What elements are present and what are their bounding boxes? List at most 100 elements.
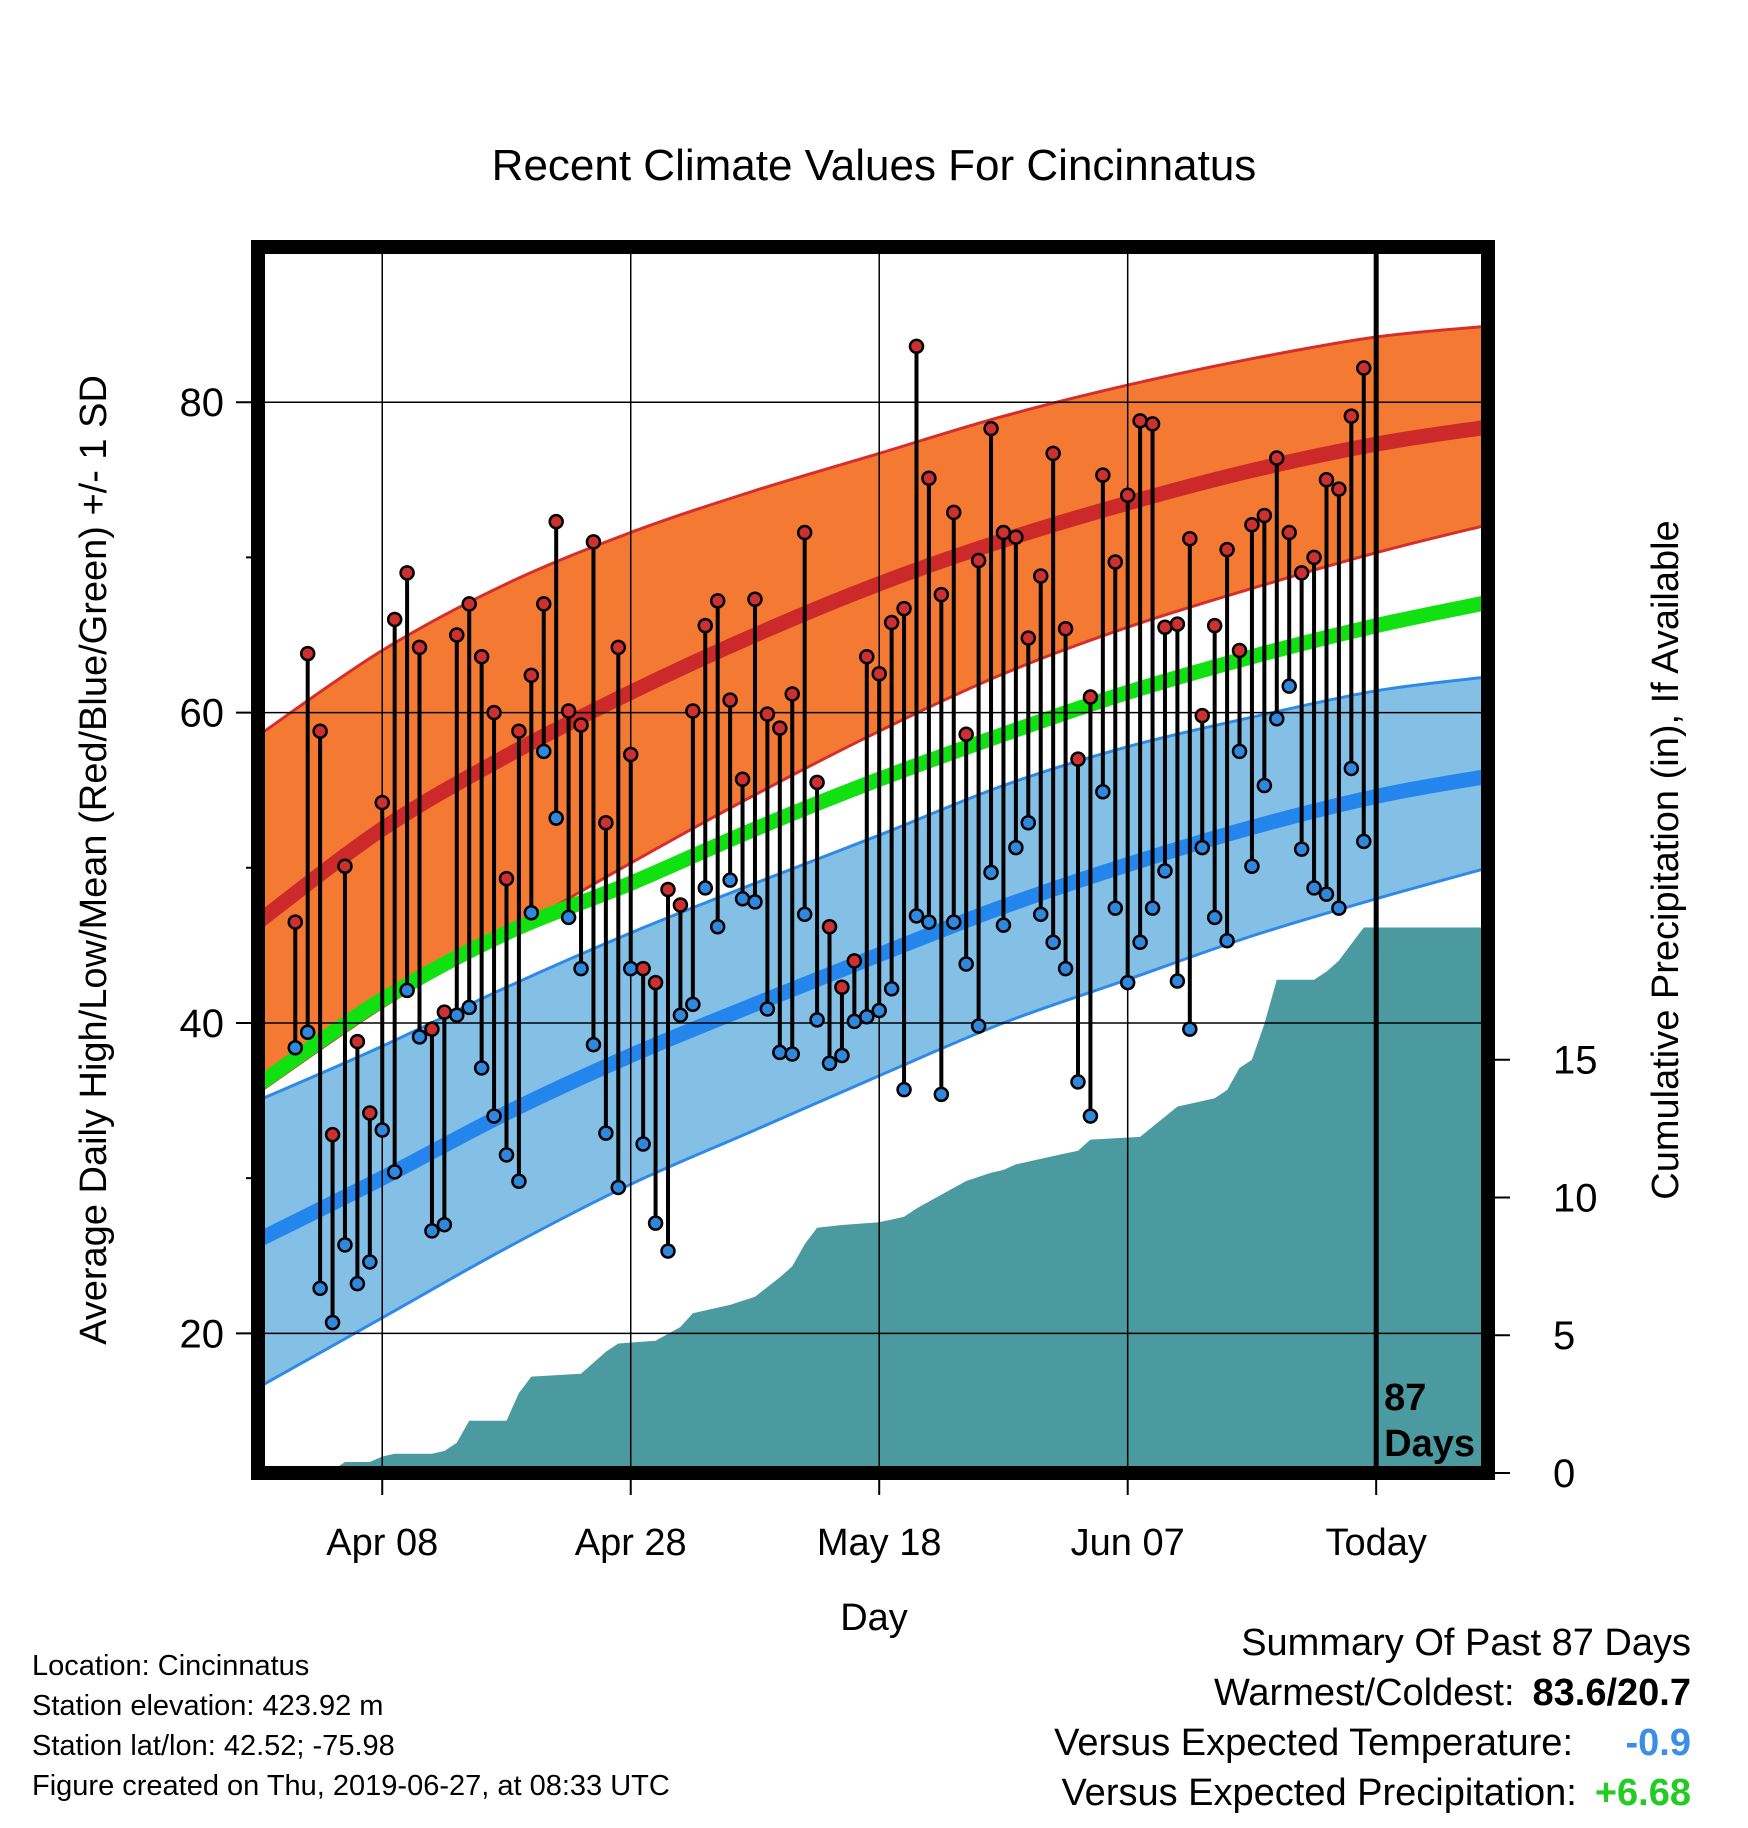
daily-high-point bbox=[635, 960, 651, 977]
daily-low-point bbox=[1306, 880, 1322, 896]
x-tick-label: Jun 07 bbox=[1071, 1522, 1185, 1564]
daily-low-point bbox=[610, 1179, 627, 1196]
daily-low-point bbox=[1095, 783, 1111, 800]
daily-low-point bbox=[946, 914, 962, 930]
y-axis-label: Average Daily High/Low/Mean (Red/Blue/Gr… bbox=[73, 375, 115, 1345]
daily-low-point bbox=[1107, 900, 1124, 916]
daily-high-point bbox=[921, 470, 937, 486]
daily-low-point bbox=[709, 918, 726, 935]
daily-high-point bbox=[1132, 413, 1148, 429]
daily-low-point bbox=[362, 1254, 378, 1270]
daily-high-point bbox=[449, 627, 465, 643]
warmest-coldest-label: Warmest/Coldest: bbox=[1213, 1672, 1515, 1714]
daily-low-point bbox=[1144, 900, 1161, 916]
daily-high-point bbox=[672, 897, 689, 913]
daily-low-point bbox=[1356, 833, 1372, 850]
y2-tick-label: 0 bbox=[1553, 1452, 1575, 1496]
x-axis-label: Day bbox=[840, 1597, 908, 1639]
daily-high-point bbox=[1343, 408, 1360, 424]
daily-low-point bbox=[1020, 815, 1037, 831]
daily-high-point bbox=[498, 870, 515, 887]
daily-high-point bbox=[1008, 529, 1024, 545]
daily-high-point bbox=[859, 648, 875, 665]
daily-low-point bbox=[1231, 743, 1248, 760]
daily-high-point bbox=[958, 726, 974, 743]
daily-high-point bbox=[610, 639, 627, 656]
y2-axis-label: Cumulative Precipitation (in), If Availa… bbox=[1645, 520, 1687, 1199]
daily-high-point bbox=[709, 593, 726, 609]
precipitation-area bbox=[258, 927, 1488, 1473]
created-text: Figure created on Thu, 2019-06-27, at 08… bbox=[32, 1770, 670, 1802]
summary-title: Summary Of Past 87 Days bbox=[1241, 1622, 1691, 1664]
daily-high-point bbox=[871, 666, 887, 682]
daily-high-point bbox=[734, 771, 751, 788]
x-axis: Apr 08 Apr 28 May 18 Jun 07 Today bbox=[326, 1473, 1427, 1564]
daily-low-point bbox=[1256, 777, 1273, 794]
daily-low-point bbox=[821, 1055, 838, 1072]
daily-high-point bbox=[523, 667, 540, 684]
daily-high-point bbox=[1070, 751, 1086, 767]
daily-low-point bbox=[759, 1001, 776, 1017]
daily-high-point bbox=[1082, 689, 1099, 705]
daily-high-point bbox=[908, 338, 925, 355]
daily-low-point bbox=[1318, 886, 1335, 902]
daily-high-point bbox=[622, 746, 639, 763]
y-tick-label: 40 bbox=[180, 1002, 225, 1046]
daily-low-point bbox=[399, 982, 415, 999]
daily-low-point bbox=[1157, 863, 1173, 879]
normal-high-band bbox=[258, 326, 1488, 1093]
daily-high-point bbox=[1119, 487, 1136, 504]
daily-high-point bbox=[511, 723, 527, 739]
summary-panel: Summary Of Past 87 Days Warmest/Coldest:… bbox=[1054, 1618, 1691, 1818]
daily-low-point bbox=[449, 1007, 465, 1023]
daily-low-point bbox=[697, 880, 714, 896]
daily-high-point bbox=[1020, 630, 1037, 646]
plot-area bbox=[258, 247, 1488, 1473]
daily-high-point bbox=[1231, 642, 1248, 659]
daily-low-point bbox=[933, 1086, 950, 1103]
daily-high-point bbox=[424, 1021, 440, 1037]
daily-high-point bbox=[883, 614, 900, 631]
precip-departure-label: Versus Expected Precipitation: bbox=[1061, 1772, 1577, 1814]
daily-high-point bbox=[411, 639, 428, 656]
daily-high-point bbox=[1057, 621, 1074, 637]
daily-high-point bbox=[486, 704, 502, 721]
daily-low-point bbox=[1194, 839, 1210, 856]
daily-high-point bbox=[1256, 507, 1273, 524]
daily-high-point bbox=[548, 513, 564, 530]
daily-low-point bbox=[411, 1029, 428, 1045]
daily-high-point bbox=[697, 617, 714, 634]
daily-low-point bbox=[312, 1280, 328, 1297]
daily-high-point bbox=[1157, 619, 1173, 635]
daily-low-point bbox=[660, 1243, 676, 1259]
precipitation-layer bbox=[258, 927, 1488, 1473]
daily-low-point bbox=[1045, 934, 1061, 951]
daily-high-point bbox=[933, 586, 950, 603]
chart-title: Recent Climate Values For Cincinnatus bbox=[492, 141, 1257, 190]
daily-high-point bbox=[685, 703, 701, 719]
daily-high-point bbox=[386, 611, 403, 628]
y-tick-label: 60 bbox=[180, 692, 225, 736]
x-tick-label: Today bbox=[1325, 1522, 1426, 1564]
daily-high-point bbox=[1032, 568, 1049, 584]
daily-low-point bbox=[1008, 839, 1024, 856]
daily-low-point bbox=[958, 956, 974, 972]
daily-low-point bbox=[883, 981, 900, 997]
daily-high-point bbox=[995, 524, 1012, 541]
x-tick-label: May 18 bbox=[817, 1522, 942, 1564]
precip-departure-value: +6.68 bbox=[1594, 1772, 1691, 1814]
daily-high-point bbox=[573, 717, 589, 733]
daily-high-point bbox=[1356, 360, 1372, 376]
daily-low-point bbox=[573, 960, 589, 977]
daily-low-point bbox=[995, 917, 1012, 933]
daily-low-point bbox=[635, 1136, 651, 1152]
daily-low-point bbox=[324, 1314, 341, 1331]
daily-high-point bbox=[374, 794, 390, 811]
daily-low-point bbox=[598, 1125, 614, 1141]
daily-low-point bbox=[1169, 973, 1186, 989]
daily-high-point bbox=[1331, 481, 1347, 497]
daily-low-point bbox=[299, 1024, 316, 1041]
daily-high-point bbox=[312, 723, 328, 739]
daily-high-point bbox=[337, 858, 353, 874]
daily-low-point bbox=[796, 906, 813, 923]
